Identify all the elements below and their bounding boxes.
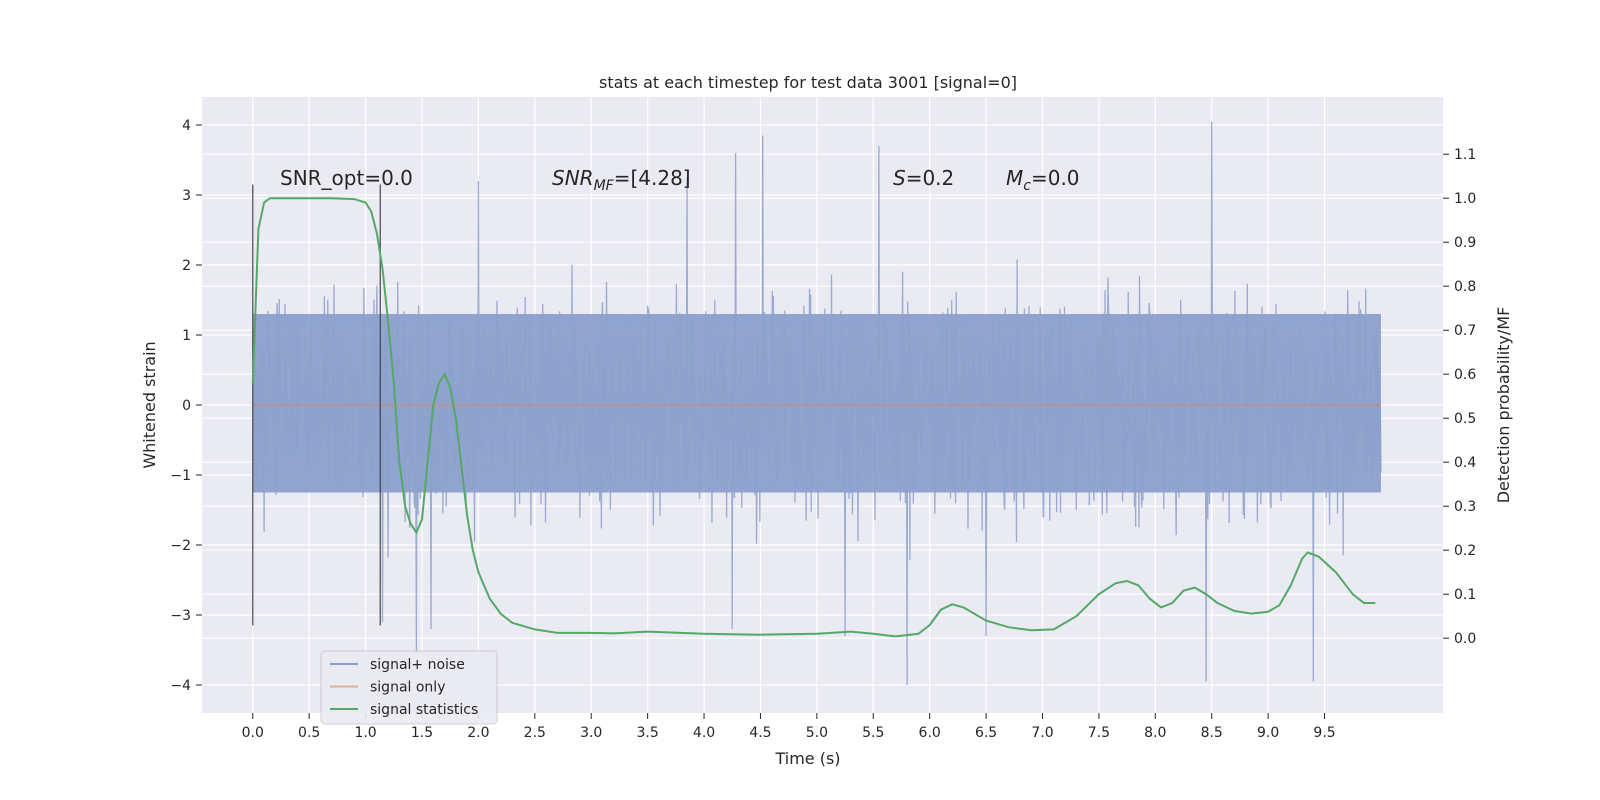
legend: signal+ noise signal only signal statistic…	[320, 650, 498, 725]
y2-tick-label: 0.6	[1454, 367, 1476, 383]
chart-title: stats at each timestep for test data 300…	[599, 73, 1017, 92]
annotation: SNRMF=[4.28]	[552, 166, 691, 194]
x-tick-label: 2.5	[524, 725, 546, 741]
x-tick-label: 9.5	[1313, 725, 1335, 741]
x-axis-label: Time (s)	[774, 749, 840, 768]
series-line-signal-statistics	[251, 197, 1376, 638]
x-tick-label: 1.5	[411, 725, 433, 741]
legend-label: signal only	[370, 680, 445, 696]
x-tick-label: 6.0	[919, 725, 941, 741]
x-tick-label: 0.5	[298, 725, 320, 741]
y-tick-label: −1	[170, 468, 191, 484]
legend-label: signal statistics	[370, 702, 478, 718]
y2-tick-label: 0.7	[1454, 323, 1476, 339]
y2-tick-label: 0.9	[1454, 235, 1476, 251]
x-tick-label: 5.5	[862, 725, 884, 741]
y2-tick-label: 1.0	[1454, 191, 1476, 207]
y2-axis-label: Detection probability/MF	[1494, 307, 1513, 504]
x-tick-label: 8.0	[1144, 725, 1166, 741]
y2-tick-label: 0.1	[1454, 587, 1476, 603]
y-tick-label: −2	[170, 538, 191, 554]
y-tick-label: 3	[182, 188, 191, 204]
y2-tick-label: 0.8	[1454, 279, 1476, 295]
y2-tick-label: 0.3	[1454, 499, 1476, 515]
y2-tick-label: 0.0	[1454, 631, 1476, 647]
x-tick-label: 1.0	[354, 725, 376, 741]
x-tick-label: 7.0	[1031, 725, 1053, 741]
plot-area	[202, 97, 1443, 713]
x-tick-label: 6.5	[975, 725, 997, 741]
y-tick-label: −4	[170, 678, 191, 694]
noise-core-band	[252, 314, 1381, 493]
y-axis-label: Whitened strain	[140, 341, 159, 468]
annotation: S=0.2	[893, 166, 954, 190]
x-tick-label: 7.5	[1088, 725, 1110, 741]
legend-box	[320, 650, 498, 725]
x-tick-label: 3.0	[580, 725, 602, 741]
x-tick-label: 8.5	[1201, 725, 1223, 741]
x-tick-label: 4.0	[693, 725, 715, 741]
y2-tick-label: 0.4	[1454, 455, 1476, 471]
y-tick-label: 0	[182, 398, 191, 414]
y-tick-label: −3	[170, 608, 191, 624]
x-tick-label: 3.5	[636, 725, 658, 741]
legend-label: signal+ noise	[370, 657, 465, 673]
y-tick-label: 4	[182, 118, 191, 134]
x-tick-label: 2.0	[467, 725, 489, 741]
x-tick-label: 4.5	[749, 725, 771, 741]
annotation: SNR_opt=0.0	[280, 166, 413, 190]
y2-tick-label: 0.5	[1454, 411, 1476, 427]
y2-tick-label: 0.2	[1454, 543, 1476, 559]
x-tick-label: 9.0	[1257, 725, 1279, 741]
x-tick-label: 0.0	[242, 725, 264, 741]
y-tick-label: 2	[182, 258, 191, 274]
annotation: Mc=0.0	[1006, 166, 1080, 194]
y2-tick-label: 1.1	[1454, 147, 1476, 163]
y-tick-label: 1	[182, 328, 191, 344]
x-tick-label: 5.0	[806, 725, 828, 741]
